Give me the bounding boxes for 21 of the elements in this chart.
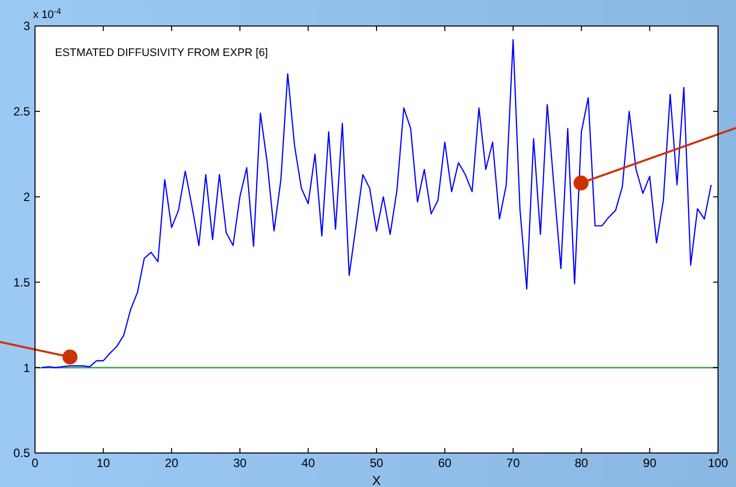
x-tick-label: 100 <box>708 456 728 470</box>
y-tick-label: 2.5 <box>13 104 30 119</box>
line-series <box>41 39 712 368</box>
y-tick-label: 3 <box>23 19 30 34</box>
y-tick-label: 0.5 <box>13 446 30 460</box>
text: x 10$^{-4}$ <box>33 6 62 21</box>
y-tick-label: 2 <box>23 190 30 204</box>
x-tick-label: 30 <box>233 456 247 470</box>
x-tick-label: 90 <box>643 456 657 470</box>
x-axis-title: X <box>372 473 382 487</box>
x-tick-label: 60 <box>438 456 452 470</box>
x-tick-label: 10 <box>96 456 110 470</box>
y-tick-label: 1.5 <box>13 275 30 290</box>
x-tick-label: 20 <box>164 456 179 470</box>
x-tick-label: 40 <box>302 456 316 470</box>
x-tick-label: 70 <box>506 456 520 470</box>
x-tick-label: 50 <box>370 456 384 470</box>
x-tick-label: 0 <box>32 456 39 470</box>
annotation: ESTMATED DIFFUSIVITY FROM EXPR [6] <box>55 47 268 59</box>
y-tick-label: 1 <box>23 360 30 375</box>
x-tick-label: 80 <box>574 456 588 470</box>
